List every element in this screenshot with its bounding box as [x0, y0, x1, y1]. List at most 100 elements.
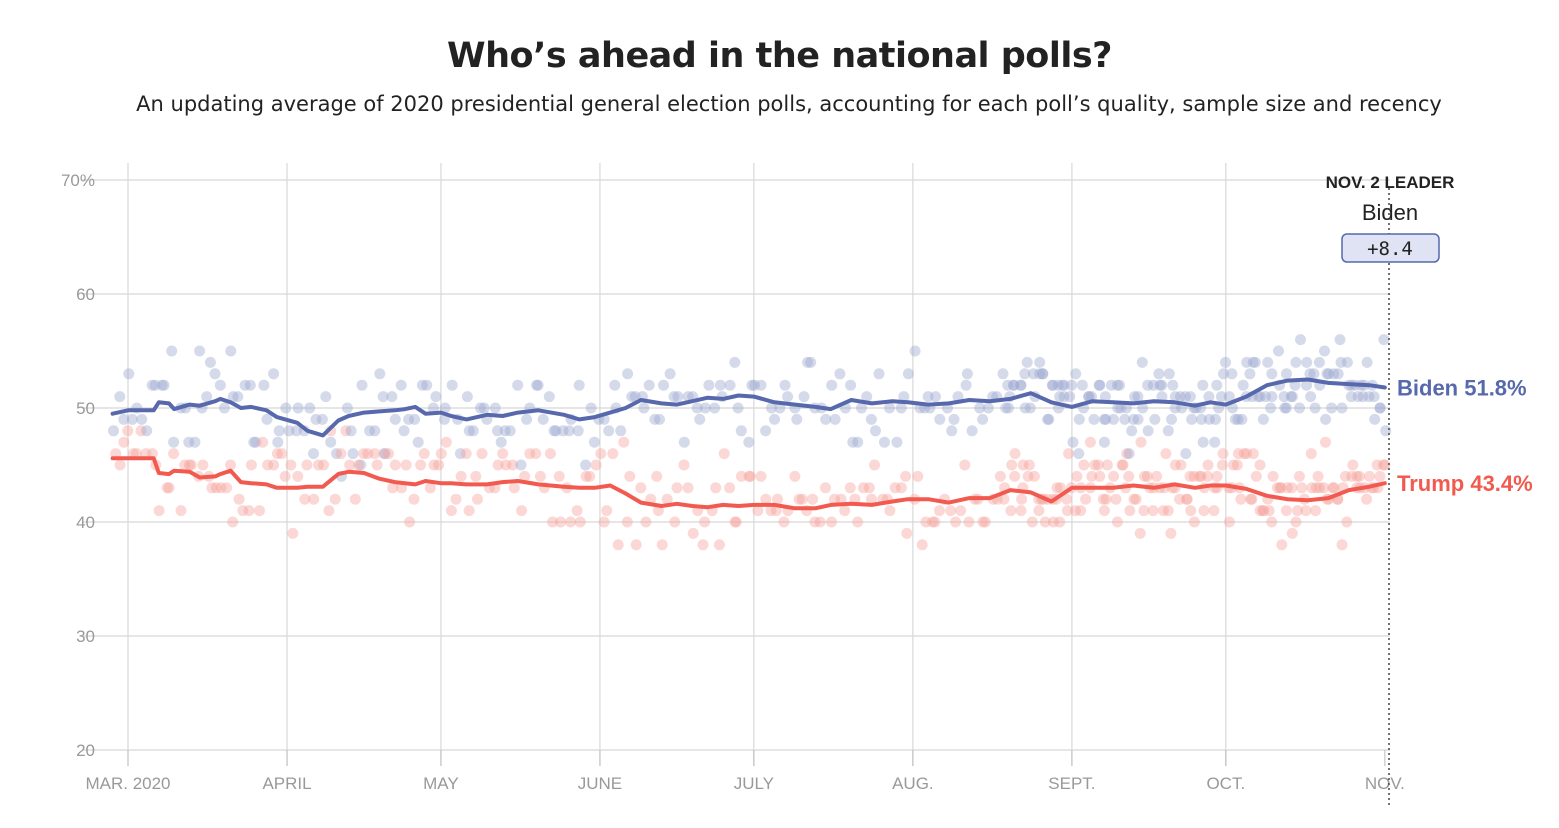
trump-poll-dot [318, 459, 330, 471]
biden-poll-dot [386, 391, 398, 403]
trump-poll-dot [955, 505, 967, 517]
trump-poll-dot [389, 459, 401, 471]
biden-poll-dot [1056, 379, 1068, 391]
biden-poll-dot [699, 402, 711, 414]
trump-poll-dot [530, 448, 542, 460]
biden-poll-dot [244, 379, 256, 391]
biden-poll-dot [1186, 413, 1198, 425]
trump-poll-dot [621, 516, 633, 528]
x-tick-label: AUG. [892, 774, 934, 793]
trump-poll-dot [153, 505, 165, 517]
biden-poll-dot [603, 425, 615, 437]
trump-poll-dot [682, 482, 694, 494]
biden-poll-dot [1363, 391, 1375, 403]
biden-poll-dot [638, 402, 650, 414]
trump-poll-dot [765, 505, 777, 517]
trump-poll-dot [574, 516, 586, 528]
biden-poll-dot [1210, 413, 1221, 425]
biden-poll-dot [1024, 402, 1036, 414]
biden-poll-dot [1019, 402, 1031, 414]
trump-poll-dot [612, 539, 624, 551]
biden-poll-dot [1123, 448, 1135, 460]
biden-poll-dot [1037, 368, 1049, 380]
biden-poll-dot [1336, 402, 1348, 414]
trump-poll-dot [271, 448, 283, 460]
trump-poll-dot [1202, 459, 1214, 471]
biden-poll-dot [377, 391, 389, 403]
biden-poll-dot [194, 345, 206, 357]
trump-poll-dot [387, 482, 399, 494]
biden-poll-dot [1266, 391, 1278, 403]
trump-poll-dot [1361, 493, 1373, 505]
trump-poll-dot [1275, 482, 1287, 494]
trump-poll-dot [362, 448, 374, 460]
trump-poll-dot [497, 448, 509, 460]
trump-poll-dot [175, 505, 187, 517]
trump-poll-dot [858, 482, 869, 494]
trump-poll-dot [770, 505, 782, 517]
biden-poll-dot [331, 448, 342, 460]
trump-poll-dot [1238, 448, 1250, 460]
trump-poll-dot [268, 459, 280, 471]
biden-poll-dot [308, 448, 319, 460]
biden-poll-dot [960, 379, 972, 391]
trump-poll-dot [635, 482, 647, 494]
leader-box: NOV. 2 LEADER Biden +8.4 [1326, 173, 1454, 263]
trump-poll-dot [168, 448, 180, 460]
biden-poll-dot [1015, 379, 1027, 391]
biden-poll-dot [1289, 379, 1301, 391]
trump-poll-dot [607, 448, 619, 460]
biden-poll-dot [1073, 413, 1085, 425]
trump-poll-dot [1296, 482, 1308, 494]
trump-poll-dot [1235, 493, 1247, 505]
trump-poll-dot [778, 516, 790, 528]
biden-poll-dot [204, 356, 216, 368]
biden-poll-dot [183, 436, 195, 448]
trump-poll-dot [1364, 470, 1375, 482]
biden-poll-dot [626, 391, 638, 403]
biden-poll-dot [495, 436, 507, 448]
biden-poll-dot [463, 425, 475, 437]
biden-poll-dot [865, 413, 877, 425]
biden-poll-dot [1328, 368, 1340, 380]
biden-poll-dot [909, 345, 921, 357]
biden-poll-dot [1002, 379, 1014, 391]
trump-poll-dot [1108, 470, 1120, 482]
trump-poll-dot [1379, 459, 1391, 471]
trump-poll-dot [534, 470, 546, 482]
grid [82, 163, 1390, 766]
trump-poll-dot [1110, 493, 1122, 505]
trump-average-line [110, 456, 1387, 511]
trump-poll-dot [1351, 470, 1363, 482]
trump-poll-dot [358, 448, 370, 460]
biden-poll-dot [1196, 413, 1207, 425]
trump-poll-dot [1181, 493, 1192, 505]
trump-poll-dot [1208, 505, 1220, 517]
biden-poll-dot [977, 413, 989, 425]
trump-poll-dot [730, 516, 742, 528]
biden-poll-dot [1008, 379, 1020, 391]
biden-poll-dot [1083, 391, 1095, 403]
biden-poll-dot [895, 402, 907, 414]
biden-poll-dot [446, 379, 458, 391]
trump-poll-dot [1280, 505, 1292, 517]
biden-poll-dot [1257, 413, 1269, 425]
biden-poll-dot [672, 391, 684, 403]
biden-poll-dot [379, 448, 391, 460]
biden-poll-dot [499, 425, 511, 437]
trump-poll-dot [950, 516, 962, 528]
trump-poll-dot [1310, 505, 1321, 517]
biden-poll-dot [798, 391, 810, 403]
trump-poll-dot [455, 470, 467, 482]
biden-poll-dot [1043, 413, 1055, 425]
trump-poll-dot [1263, 505, 1275, 517]
trump-poll-dot [710, 482, 722, 494]
trump-poll-dot [206, 482, 218, 494]
biden-poll-dot [273, 425, 285, 437]
trump-poll-dot [724, 482, 736, 494]
biden-poll-dot [123, 368, 135, 380]
biden-poll-dot [395, 379, 407, 391]
trump-poll-dot [1135, 436, 1147, 448]
trump-poll-dot [1097, 493, 1109, 505]
